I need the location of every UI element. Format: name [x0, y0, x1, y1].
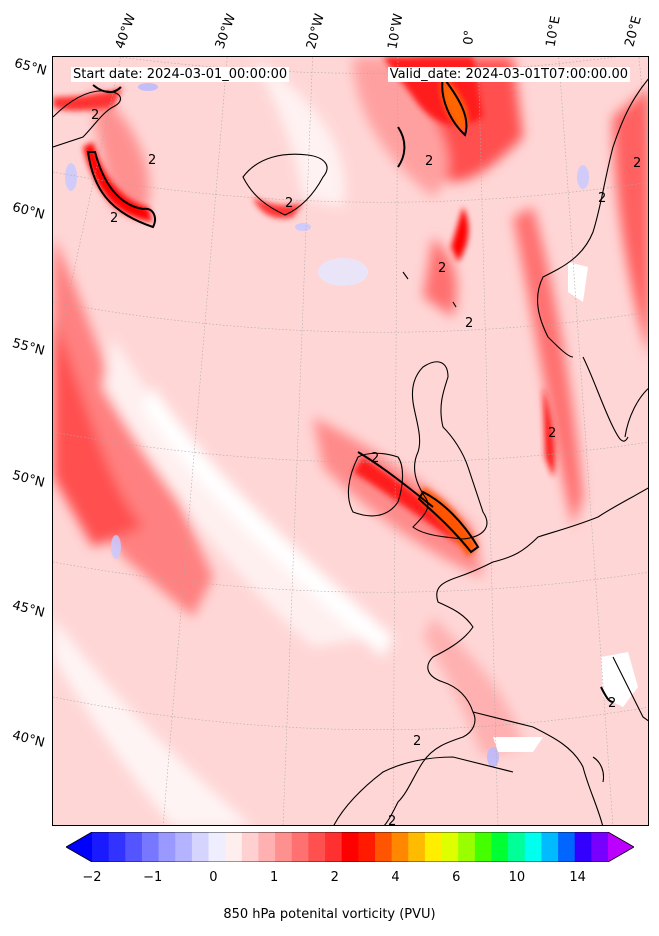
colorbar-cell [141, 832, 159, 862]
colorbar-cell [458, 832, 476, 862]
lat-label-60n: 60°N [10, 200, 47, 223]
colorbar-tick-label: 10 [508, 870, 526, 885]
colorbar-cell [474, 832, 492, 862]
colorbar-tick-label: 0 [209, 870, 218, 885]
colorbar-tick-label: −1 [143, 870, 163, 885]
lon-label-0: 0° [461, 29, 478, 46]
lat-label-45n: 45°N [10, 598, 47, 621]
graticule [53, 57, 648, 825]
colorbar-cell [241, 832, 259, 862]
contour-label: 2 [91, 108, 99, 123]
contour-labels: 2 2 2 2 2 2 2 2 2 2 2 2 2 2 [91, 108, 641, 826]
lon-label-10w: 10°W [385, 12, 407, 51]
colorbar-cell [325, 832, 343, 862]
colorbar-cell [508, 832, 526, 862]
colorbar [66, 832, 634, 862]
lon-label-40w: 40°W [112, 12, 140, 51]
colorbar-tick-label: 14 [569, 870, 586, 885]
contour-label: 2 [110, 211, 118, 226]
colorbar-label: 850 hPa potenital vorticity (PVU) [223, 907, 436, 922]
colorbar-tick-label: 1 [269, 870, 279, 885]
colorbar-cell [441, 832, 459, 862]
colorbar-cell [208, 832, 226, 862]
colorbar-extend-low [66, 832, 92, 862]
colorbar-cell [358, 832, 376, 862]
colorbar-cell [191, 832, 209, 862]
colorbar-cell [391, 832, 409, 862]
contour-label: 2 [371, 451, 379, 466]
colorbar-cell [308, 832, 326, 862]
lat-label-50n: 50°N [10, 468, 47, 491]
colorbar-extend-high [608, 832, 634, 862]
lat-label-55n: 55°N [10, 336, 47, 359]
contour-label: 2 [285, 196, 293, 211]
colorbar-cell [424, 832, 442, 862]
colorbar-cell [225, 832, 243, 862]
coastlines [53, 78, 648, 825]
colorbar-cell [125, 832, 143, 862]
lon-label-20w: 20°W [304, 12, 328, 51]
colorbar-cell [92, 832, 110, 862]
lat-label-65n: 65°N [12, 56, 49, 79]
contour-label: 2 [438, 261, 446, 276]
missing-data-patches [493, 262, 638, 752]
contour-label: 2 [633, 156, 641, 171]
colorbar-cell [291, 832, 309, 862]
lon-label-10e: 10°E [543, 14, 564, 49]
colorbar-tick-label: 4 [391, 870, 400, 885]
lat-label-40n: 40°N [10, 728, 47, 751]
colorbar-tick-label: 6 [452, 870, 461, 885]
colorbar-cell [341, 832, 359, 862]
contour-label: 2 [388, 814, 396, 826]
colorbar-cell [524, 832, 542, 862]
colorbar-cell [275, 832, 293, 862]
colorbar-cell [108, 832, 126, 862]
colorbar-cell [374, 832, 393, 862]
colorbar-cell [541, 832, 559, 862]
contour-label: 2 [548, 426, 556, 441]
contour-label: 2 [413, 734, 421, 749]
vorticity-map: 2 2 2 2 2 2 2 2 2 2 2 2 2 2 [53, 57, 648, 826]
map-panel: 2 2 2 2 2 2 2 2 2 2 2 2 2 2 Start date: … [52, 56, 649, 826]
lon-label-30w: 30°W [212, 12, 240, 51]
colorbar-cell [158, 832, 176, 862]
colorbar-tick-label: 2 [330, 870, 339, 885]
contour-label: 2 [465, 316, 473, 331]
colorbar-tick-label: −2 [82, 870, 102, 885]
lon-label-20e: 20°E [622, 14, 645, 49]
colorbar-cell [558, 832, 576, 862]
colorbar-cell [408, 832, 426, 862]
colorbar-cell [574, 832, 592, 862]
contour-label: 2 [425, 154, 433, 169]
contour-label: 2 [598, 191, 606, 206]
valid-date-label: Valid_date: 2024-03-01T07:00:00.00 [387, 67, 630, 82]
contour-label: 2 [148, 153, 156, 168]
colorbar-cell [591, 832, 609, 862]
contour-label: 2 [608, 696, 616, 711]
start-date-label: Start date: 2024-03-01_00:00:00 [71, 67, 290, 82]
colorbar-cell [258, 832, 276, 862]
colorbar-cells [92, 832, 609, 862]
negative-pv-patches [65, 83, 589, 767]
colorbar-cell [175, 832, 193, 862]
pv-2-contours [86, 74, 614, 703]
colorbar-cell [491, 832, 509, 862]
